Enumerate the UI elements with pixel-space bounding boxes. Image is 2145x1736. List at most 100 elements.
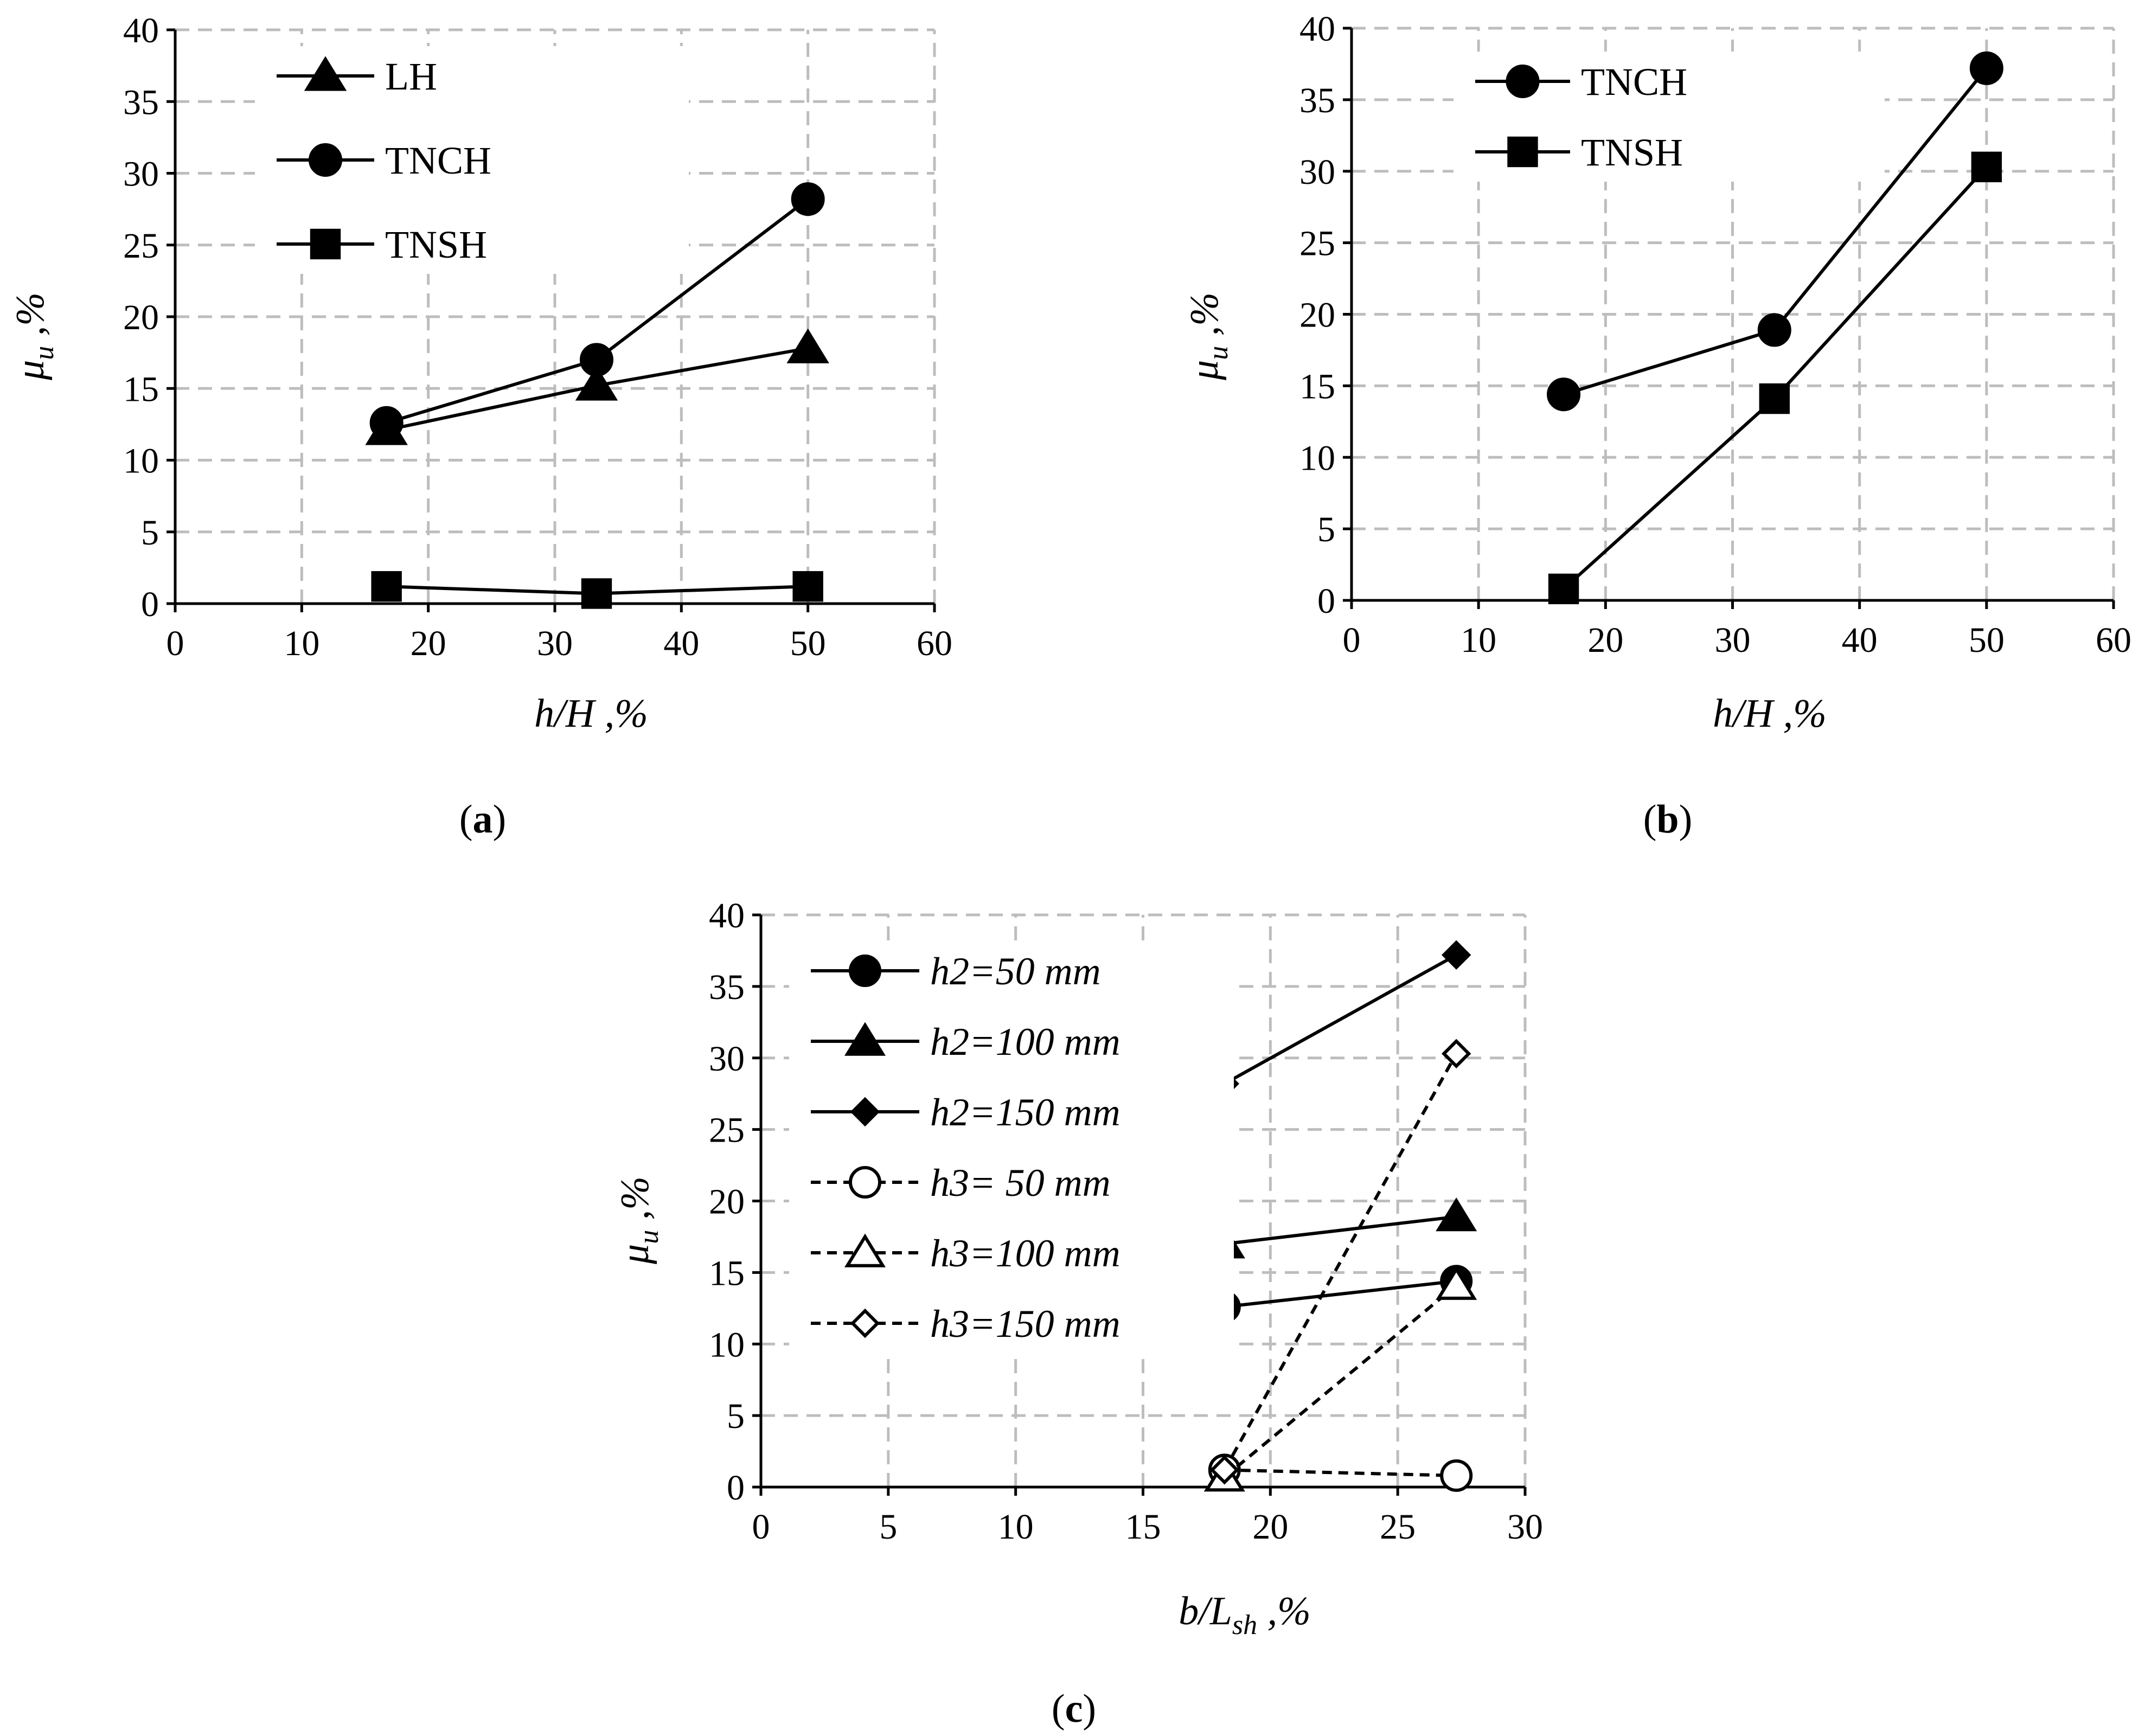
x-tick-label: 60 bbox=[917, 624, 952, 663]
x-tick-label: 20 bbox=[1252, 1507, 1288, 1547]
data-point-h3-150-mm bbox=[1441, 1039, 1471, 1069]
x-tick-label: 40 bbox=[663, 624, 699, 663]
data-point-tnsh bbox=[371, 571, 402, 602]
data-point-h2-150-mm bbox=[1441, 940, 1471, 970]
legend-label-h2-100-mm: h2=100 mm bbox=[930, 1020, 1120, 1064]
y-tick-label: 35 bbox=[709, 968, 745, 1007]
y-tick-label: 20 bbox=[1299, 296, 1335, 335]
x-tick-label: 30 bbox=[1507, 1507, 1543, 1547]
data-point-tnsh bbox=[1759, 383, 1790, 414]
data-point-h3-50-mm bbox=[1440, 1459, 1473, 1492]
y-tick-label: 40 bbox=[123, 11, 159, 50]
legend-marker-tnsh bbox=[1507, 136, 1538, 168]
legend-marker-h2-50-mm bbox=[849, 955, 881, 987]
y-tick-label: 5 bbox=[1317, 510, 1335, 549]
y-tick-label: 20 bbox=[709, 1182, 745, 1222]
y-tick-label: 5 bbox=[727, 1397, 745, 1436]
x-tick-label: 50 bbox=[790, 624, 826, 663]
y-tick-label: 25 bbox=[1299, 224, 1335, 264]
y-tick-label: 30 bbox=[709, 1039, 745, 1079]
x-tick-label: 0 bbox=[1343, 620, 1361, 660]
x-tick-label: 20 bbox=[1587, 620, 1623, 660]
axes-b: 0 10 20 30 40 50 60 0 5 10 15 20 25 30 35 40 bbox=[1299, 9, 2131, 660]
y-tick-label: 30 bbox=[123, 155, 159, 194]
legend-label-h3-150-mm: h3=150 mm bbox=[930, 1302, 1120, 1346]
legend-label-tnsh: TNSH bbox=[1581, 131, 1683, 174]
series-line-h3-50-mm bbox=[1224, 1468, 1457, 1477]
data-point-h2-100-mm bbox=[1436, 1197, 1477, 1232]
y-tick-label: 35 bbox=[123, 82, 159, 122]
chart-panel-a: 0 10 20 30 40 50 60 0 5 10 15 20 25 30 35 40 LH TNCH TNSH… bbox=[8, 11, 952, 842]
axes-c: 0 5 10 15 20 25 30 0 5 10 15 20 25 30 35 40 bbox=[709, 896, 1543, 1547]
data-point-lh bbox=[575, 366, 618, 401]
y-tick-label: 10 bbox=[709, 1325, 745, 1365]
y-tick-label: 40 bbox=[709, 896, 745, 936]
x-tick-label: 60 bbox=[2096, 620, 2131, 660]
x-tick-label: 25 bbox=[1380, 1507, 1416, 1547]
legend-background bbox=[789, 941, 1234, 1353]
y-tick-label: 25 bbox=[709, 1111, 745, 1150]
legend-marker-h3-50-mm bbox=[849, 1166, 881, 1199]
x-tick-label: 50 bbox=[1969, 620, 2005, 660]
x-tick-label: 10 bbox=[998, 1507, 1034, 1547]
data-point-tnsh bbox=[1971, 151, 2002, 183]
data-point-h3-100-mm bbox=[1436, 1266, 1477, 1300]
data-point-lh bbox=[786, 328, 829, 363]
legend-label-h2-50-mm: h2=50 mm bbox=[930, 950, 1101, 993]
caption-c: (c) bbox=[1052, 1687, 1096, 1731]
legend-marker-lh bbox=[304, 56, 347, 91]
legend-label-tnch: TNCH bbox=[385, 139, 491, 182]
y-tick-label: 15 bbox=[123, 369, 159, 409]
x-tick-label: 10 bbox=[284, 624, 319, 663]
y-tick-label: 0 bbox=[141, 585, 159, 624]
caption-b: (b) bbox=[1643, 797, 1692, 842]
y-tick-label: 15 bbox=[709, 1253, 745, 1293]
data-point-tnch bbox=[369, 406, 404, 440]
y-tick-label: 10 bbox=[123, 441, 159, 481]
series-a bbox=[365, 182, 829, 609]
axes-a: 0 10 20 30 40 50 60 0 5 10 15 20 25 30 35 40 bbox=[123, 11, 952, 663]
series-line-h2-100-mm bbox=[1224, 1215, 1457, 1246]
x-tick-label: 0 bbox=[752, 1507, 770, 1547]
x-tick-label: 40 bbox=[1842, 620, 1878, 660]
y-tick-label: 10 bbox=[1299, 438, 1335, 478]
y-tick-label: 25 bbox=[123, 226, 159, 266]
legend-marker-h3-100-mm bbox=[844, 1233, 886, 1267]
x-tick-label: 15 bbox=[1125, 1507, 1161, 1547]
caption-a: (a) bbox=[459, 797, 506, 842]
legend-b: TNCH TNSH bbox=[1454, 52, 1885, 182]
legend-marker-tnsh bbox=[310, 228, 341, 260]
legend-marker-tnch bbox=[1506, 65, 1540, 98]
x-tick-label: 5 bbox=[879, 1507, 897, 1547]
legend-label-lh: LH bbox=[385, 55, 437, 98]
x-tick-label: 30 bbox=[1715, 620, 1751, 660]
legend-label-tnsh: TNSH bbox=[385, 223, 487, 266]
legend-marker-tnch bbox=[309, 143, 342, 177]
y-axis-label-c: μu ,% bbox=[613, 1176, 664, 1265]
chart-panel-b: 0 10 20 30 40 50 60 0 5 10 15 20 25 30 35 40 TNCH TNSH h… bbox=[1182, 9, 2131, 842]
data-point-tnch bbox=[1757, 313, 1791, 347]
y-tick-label: 15 bbox=[1299, 367, 1335, 406]
legend-label-h3-100-mm: h3=100 mm bbox=[930, 1232, 1120, 1275]
y-tick-label: 40 bbox=[1299, 9, 1335, 49]
legend-c: h2=50 mm h2=100 mm h2=150 mm h3= 50 mm h3=10… bbox=[789, 941, 1234, 1353]
series-line-h2-150-mm bbox=[1224, 953, 1457, 1085]
y-tick-label: 5 bbox=[141, 513, 159, 553]
legend-marker-h2-150-mm bbox=[850, 1097, 880, 1127]
x-axis-label-a: h/H ,% bbox=[534, 691, 648, 736]
legend-a: LH TNCH TNSH bbox=[255, 46, 689, 274]
legend-label-h2-150-mm: h2=150 mm bbox=[930, 1091, 1120, 1134]
legend-label-tnch: TNCH bbox=[1581, 60, 1687, 104]
data-point-tnsh bbox=[1548, 573, 1579, 605]
y-tick-label: 0 bbox=[727, 1468, 745, 1508]
legend-label-h3-50-mm: h3= 50 mm bbox=[930, 1161, 1111, 1205]
y-axis-label-b: μu ,% bbox=[1182, 292, 1234, 381]
series-c bbox=[1203, 940, 1477, 1492]
legend-marker-h3-150-mm bbox=[850, 1308, 880, 1338]
y-axis-label-a: μu ,% bbox=[8, 292, 60, 381]
data-point-tnsh bbox=[792, 571, 823, 602]
data-point-tnch bbox=[1547, 377, 1581, 412]
data-point-tnch bbox=[791, 182, 825, 216]
